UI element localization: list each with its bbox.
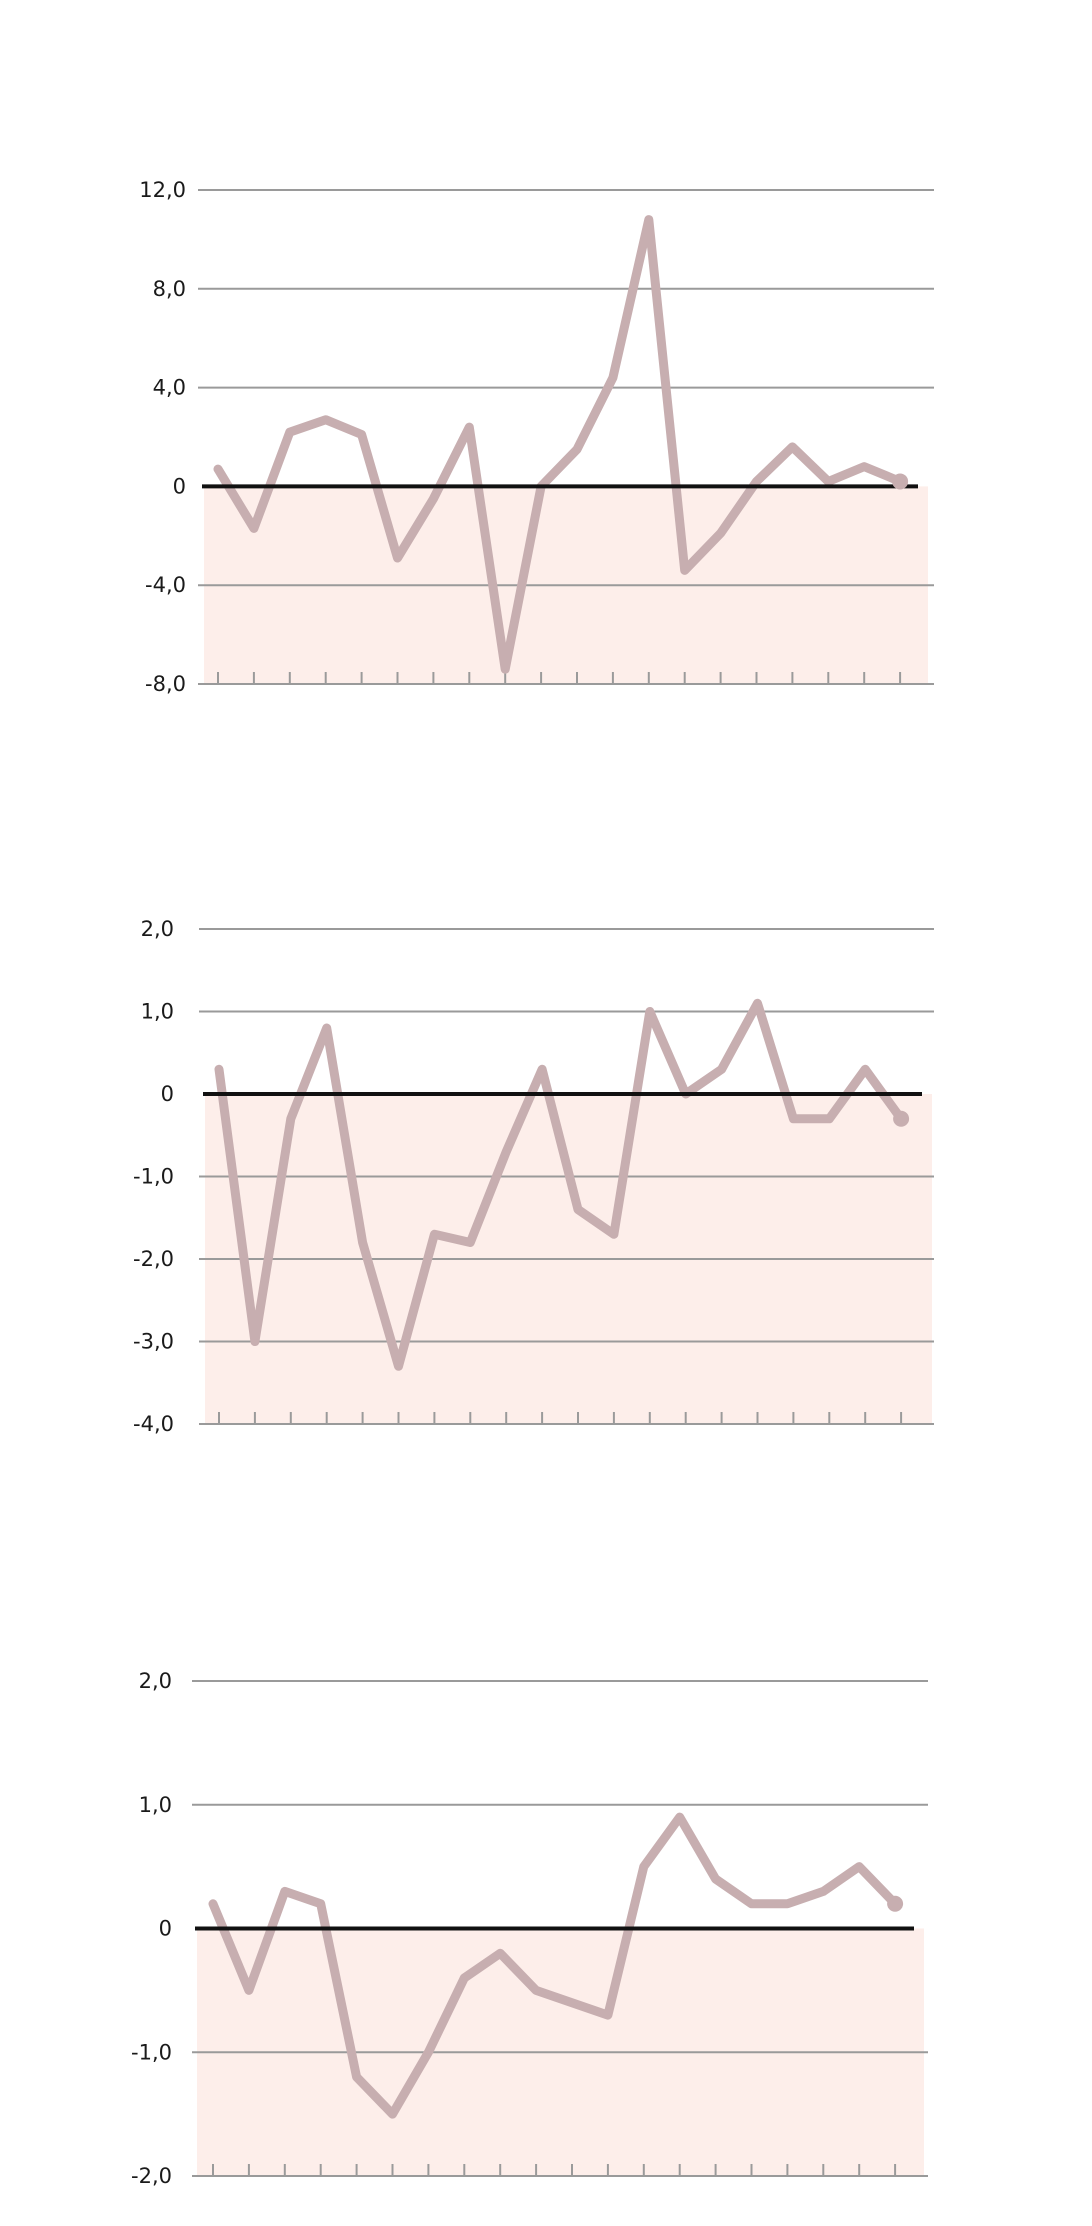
chart-3: 2,0 1,0 0 -1,0 -2,0 — [131, 1669, 928, 2188]
series-line — [213, 215, 905, 674]
y-tick-label: 4,0 — [153, 376, 186, 400]
y-tick-label: -8,0 — [145, 672, 186, 696]
y-tick-label: 1,0 — [139, 1793, 172, 1817]
y-tick-label: 0 — [173, 474, 186, 498]
y-tick-label: 12,0 — [139, 178, 186, 202]
y-tick-label: -2,0 — [133, 1247, 174, 1271]
y-tick-label: 8,0 — [153, 277, 186, 301]
y-tick-label: 0 — [159, 1917, 172, 1941]
y-tick-label: 1,0 — [141, 1000, 174, 1024]
y-tick-label: 0 — [161, 1082, 174, 1106]
last-data-point — [893, 1110, 910, 1127]
y-tick-label: -4,0 — [133, 1412, 174, 1436]
y-tick-label: -3,0 — [133, 1330, 174, 1354]
series-line — [214, 998, 906, 1371]
y-tick-label: -1,0 — [133, 1165, 174, 1189]
chart-2: 2,0 1,0 0 -1,0 -2,0 -3,0 -4,0 — [133, 917, 934, 1436]
chart-1: 12,0 8,0 4,0 0 -4,0 -8,0 — [139, 178, 934, 696]
last-data-point — [887, 1895, 904, 1912]
series-line — [208, 1812, 900, 2119]
y-tick-label: 2,0 — [139, 1669, 172, 1693]
y-tick-label: -4,0 — [145, 573, 186, 597]
y-tick-label: -2,0 — [131, 2164, 172, 2188]
y-tick-label: -1,0 — [131, 2040, 172, 2064]
last-data-point — [892, 473, 909, 490]
y-tick-label: 2,0 — [141, 917, 174, 941]
